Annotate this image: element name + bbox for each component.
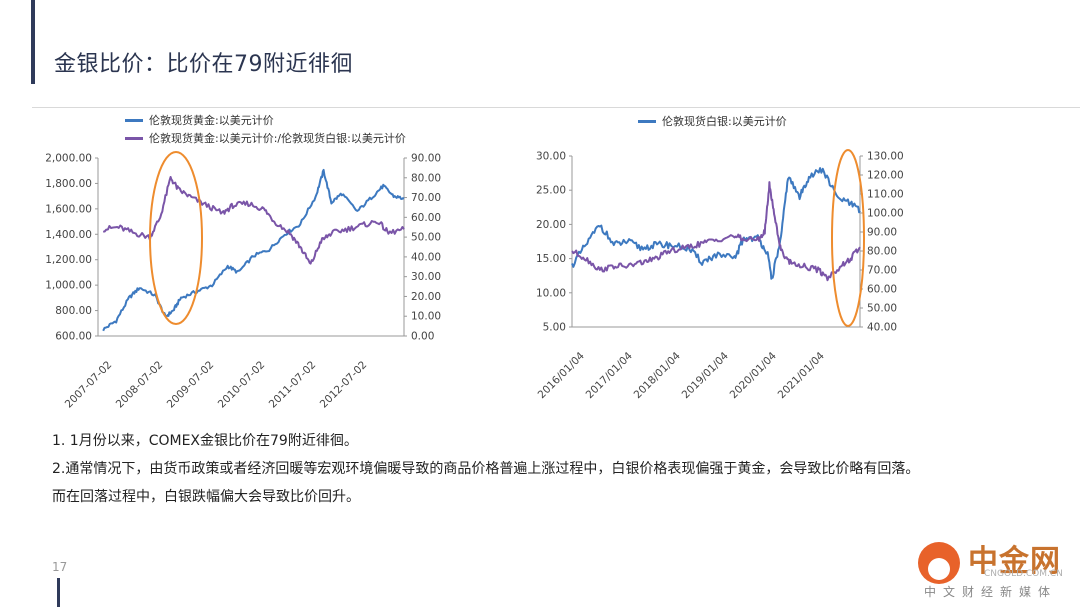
right-y-tick-label: 110.00 xyxy=(867,189,904,201)
accent-bar-bottom xyxy=(57,578,60,607)
x-tick-label: 2016/01/04 xyxy=(536,350,588,402)
watermark-tagline: 中文财经新媒体 xyxy=(924,585,1058,599)
right-y-tick-label: 120.00 xyxy=(867,170,904,182)
legend-swatch-blue xyxy=(638,119,656,123)
right-y-tick-label: 40.00 xyxy=(867,322,897,334)
logo-circle-icon xyxy=(918,542,960,584)
note-line-3: 而在回落过程中，白银跌幅偏大会导致比价回升。 xyxy=(52,489,360,505)
x-tick-label: 2018/01/04 xyxy=(632,350,684,402)
right-y-tick-label: 60.00 xyxy=(411,212,441,224)
page-number: 17 xyxy=(52,560,68,574)
right-y-tick-label: 10.00 xyxy=(411,311,441,323)
watermark-name: 中金网 xyxy=(968,544,1061,579)
right-y-tick-label: 70.00 xyxy=(411,192,441,204)
right-y-tick-label: 40.00 xyxy=(411,251,441,263)
legend-label: 伦敦现货黄金:以美元计价 xyxy=(149,114,274,127)
x-tick-label: 2020/01/04 xyxy=(728,350,780,402)
title-divider xyxy=(32,107,1080,108)
right-y-tick-label: 130.00 xyxy=(867,151,904,163)
left-y-tick-label: 2,000.00 xyxy=(45,153,92,165)
right-y-tick-label: 90.00 xyxy=(867,227,897,239)
accent-bar-top xyxy=(31,0,35,84)
series-line-blue xyxy=(102,168,405,332)
right-y-tick-label: 70.00 xyxy=(867,265,897,277)
series-line-purple xyxy=(102,176,405,265)
series-line-purple xyxy=(571,181,861,282)
right-y-tick-label: 0.00 xyxy=(411,331,434,343)
right-y-tick-label: 60.00 xyxy=(867,284,897,296)
chart1-legend-gold: 伦敦现货黄金:以美元计价 xyxy=(125,112,274,128)
x-tick-label: 2011-07-02 xyxy=(267,359,319,411)
right-y-tick-label: 90.00 xyxy=(411,153,441,165)
watermark-logo: 中金网 CNGOLD.COM.CN 中文财经新媒体 xyxy=(918,536,1068,599)
right-y-tick-label: 30.00 xyxy=(411,271,441,283)
left-y-tick-label: 600.00 xyxy=(55,331,92,343)
right-y-tick-label: 50.00 xyxy=(867,303,897,315)
legend-label: 伦敦现货黄金:以美元计价:/伦敦现货白银:以美元计价 xyxy=(149,132,406,145)
left-y-tick-label: 1,800.00 xyxy=(45,178,92,190)
highlight-ellipse xyxy=(831,149,865,327)
x-tick-label: 2010-07-02 xyxy=(216,359,268,411)
legend-label: 伦敦现货白银:以美元计价 xyxy=(662,115,787,128)
chart1-legend-ratio: 伦敦现货黄金:以美元计价:/伦敦现货白银:以美元计价 xyxy=(125,130,406,146)
chart2-legend-silver: 伦敦现货白银:以美元计价 xyxy=(638,113,787,129)
x-tick-label: 2017/01/04 xyxy=(584,350,636,402)
x-tick-label: 2019/01/04 xyxy=(680,350,732,402)
legend-swatch-blue xyxy=(125,118,143,122)
chart-2: 5.00 10.00 15.00 20.00 25.00 30.00 40.00 50.00 6… xyxy=(536,149,904,402)
series-line-blue xyxy=(571,167,861,280)
left-y-tick-label: 1,400.00 xyxy=(45,229,92,241)
left-y-tick-label: 1,600.00 xyxy=(45,203,92,215)
x-tick-label: 2021/01/04 xyxy=(776,350,828,402)
right-y-tick-label: 20.00 xyxy=(411,291,441,303)
left-y-tick-label: 20.00 xyxy=(536,219,566,231)
page-title: 金银比价：比价在79附近徘徊 xyxy=(54,52,353,77)
x-tick-label: 2008-07-02 xyxy=(114,359,166,411)
left-y-tick-label: 30.00 xyxy=(536,151,566,163)
left-y-tick-label: 5.00 xyxy=(543,322,566,334)
x-tick-label: 2007-07-02 xyxy=(63,359,115,411)
watermark-url: CNGOLD.COM.CN xyxy=(984,569,1063,579)
right-y-tick-label: 100.00 xyxy=(867,208,904,220)
highlight-ellipse xyxy=(149,151,203,325)
left-y-tick-label: 1,000.00 xyxy=(45,280,92,292)
left-y-tick-label: 800.00 xyxy=(55,305,92,317)
right-y-tick-label: 80.00 xyxy=(867,246,897,258)
notes-block: 1. 1月份以来，COMEX金银比价在79附近徘徊。 2.通常情况下，由货币政策… xyxy=(52,427,919,511)
chart-1: 600.00 800.00 1,000.00 1,200.00 1,400.00 1,60… xyxy=(45,151,441,411)
left-y-tick-label: 1,200.00 xyxy=(45,254,92,266)
legend-swatch-purple xyxy=(125,136,143,140)
x-tick-label: 2009-07-02 xyxy=(165,359,217,411)
note-line-1: 1. 1月份以来，COMEX金银比价在79附近徘徊。 xyxy=(52,433,358,449)
right-y-tick-label: 50.00 xyxy=(411,232,441,244)
note-line-2: 2.通常情况下，由货币政策或者经济回暖等宏观环境偏暖导致的商品价格普遍上涨过程中… xyxy=(52,461,920,477)
x-tick-label: 2012-07-02 xyxy=(318,359,370,411)
right-y-tick-label: 80.00 xyxy=(411,172,441,184)
left-y-tick-label: 25.00 xyxy=(536,185,566,197)
left-y-tick-label: 10.00 xyxy=(536,287,566,299)
left-y-tick-label: 15.00 xyxy=(536,253,566,265)
